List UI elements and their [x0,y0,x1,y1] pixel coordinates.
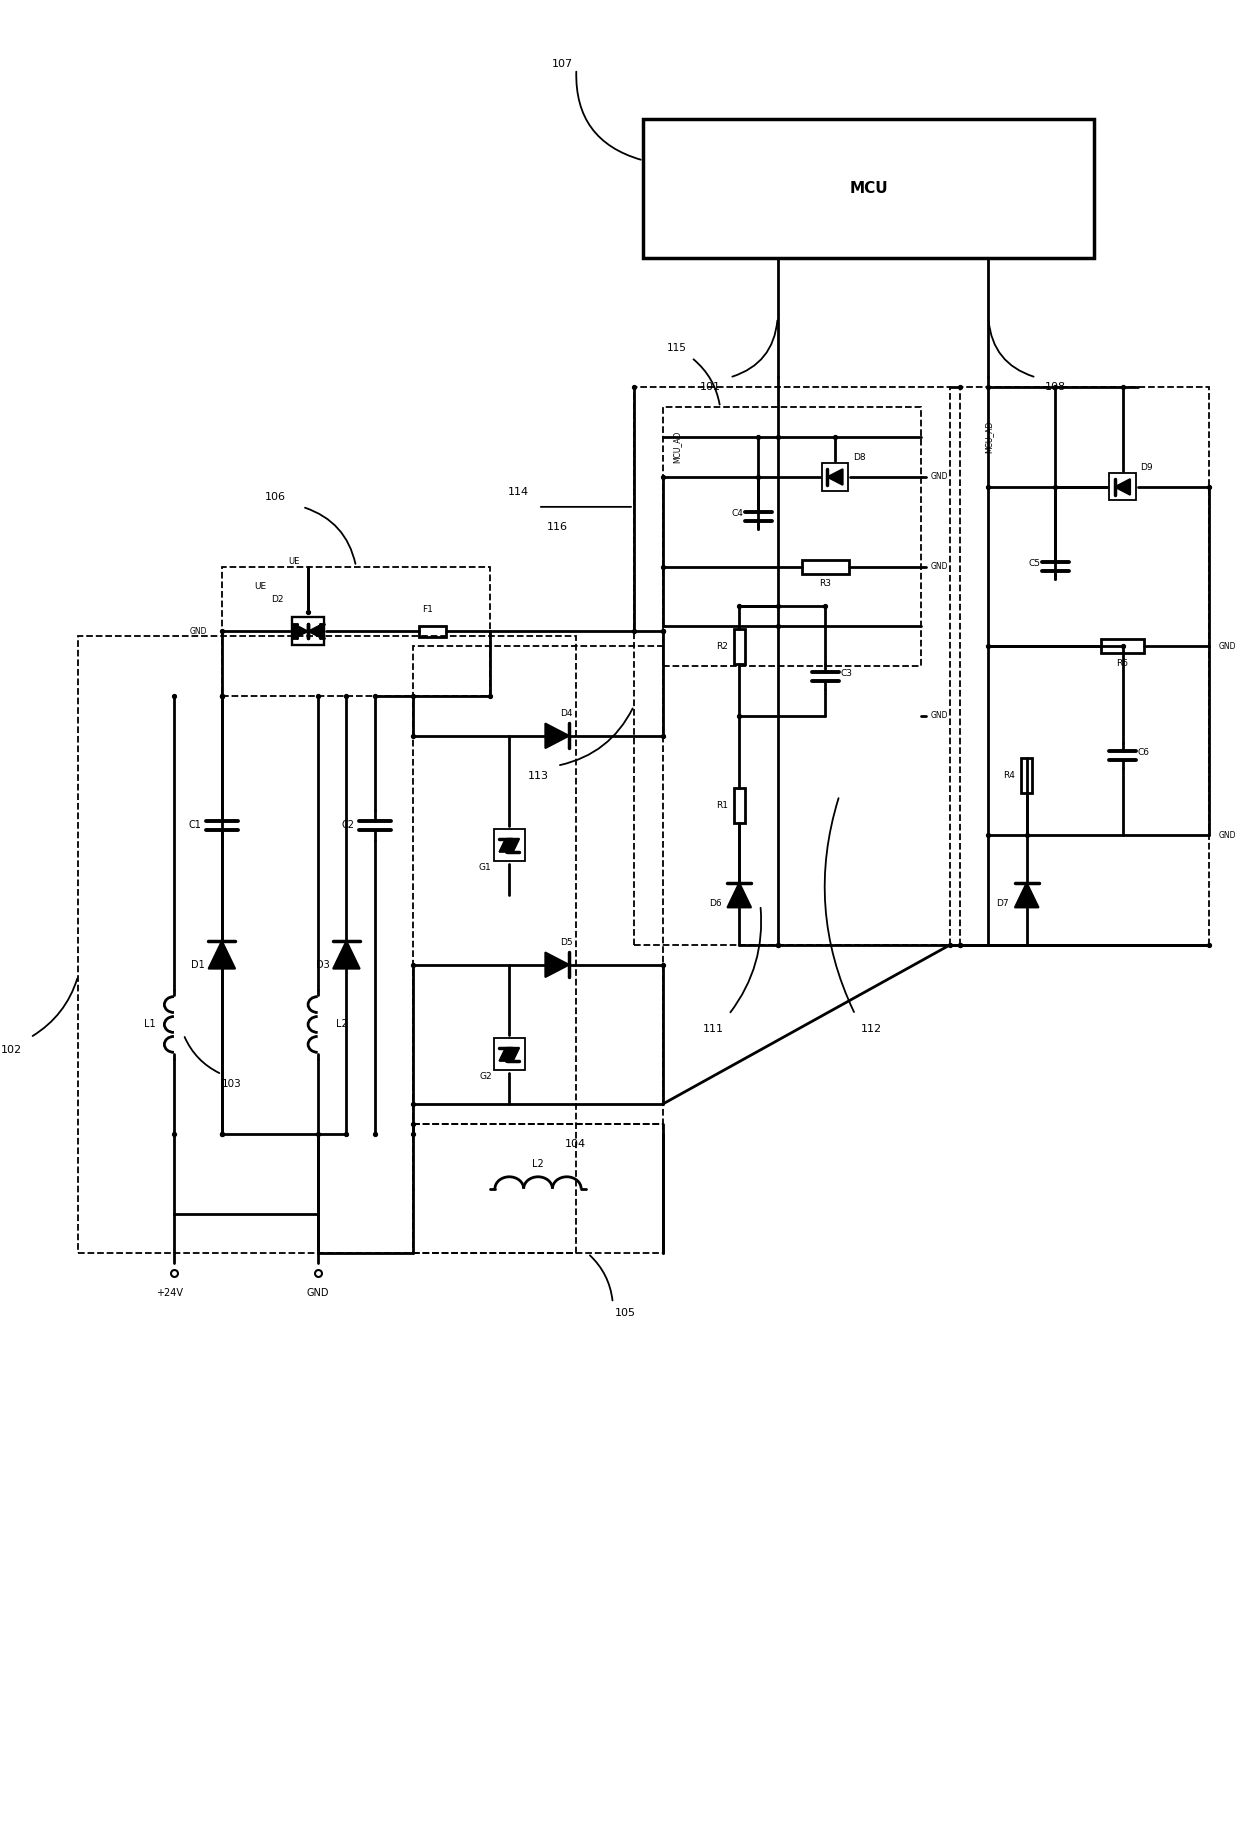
Bar [734,630,745,664]
Text: 102: 102 [0,1044,21,1055]
Text: MCU_AD: MCU_AD [672,431,682,464]
Text: 101: 101 [701,383,720,392]
Text: 106: 106 [265,493,286,502]
Bar [78,637,577,1254]
Text: R4: R4 [1003,772,1016,779]
Polygon shape [1115,478,1130,495]
Text: MCU: MCU [849,181,888,195]
Bar [634,387,950,945]
Polygon shape [334,942,360,969]
Bar [801,560,849,573]
Bar [494,829,525,861]
Text: 107: 107 [552,58,573,69]
Bar [1101,639,1145,653]
Text: D1: D1 [191,960,205,969]
Text: GND: GND [306,1288,329,1298]
Text: GND: GND [190,626,207,635]
Text: D2: D2 [272,595,284,604]
Polygon shape [500,1048,512,1060]
Text: GND: GND [1219,830,1236,840]
Text: 112: 112 [861,1024,882,1035]
Bar [734,788,745,823]
Text: 115: 115 [667,343,687,352]
Bar [960,387,1209,945]
Text: 114: 114 [508,487,529,496]
Text: R3: R3 [820,579,832,588]
Polygon shape [294,624,308,639]
Text: GND: GND [1219,642,1236,652]
Text: GND: GND [931,473,949,482]
Text: D3: D3 [316,960,330,969]
Text: 105: 105 [615,1309,636,1318]
Text: GND: GND [931,712,949,721]
Text: C5: C5 [1028,558,1040,568]
Text: C3: C3 [841,668,853,677]
Text: G2: G2 [479,1071,492,1080]
Bar [1021,757,1033,794]
Bar [662,407,921,666]
Text: UE: UE [288,557,299,566]
Text: D7: D7 [997,898,1009,907]
Polygon shape [309,624,322,639]
Text: D9: D9 [1140,462,1153,471]
Text: L2: L2 [532,1159,544,1168]
Text: D6: D6 [709,898,722,907]
Polygon shape [546,723,569,748]
Bar [222,566,490,695]
Bar [413,646,662,1124]
Text: R2: R2 [715,642,728,652]
Bar [291,617,325,646]
Text: D5: D5 [560,938,573,947]
Text: C4: C4 [732,509,743,518]
Text: L1: L1 [144,1020,156,1029]
Bar [822,464,848,491]
Text: D4: D4 [560,710,573,719]
Polygon shape [507,840,520,852]
Text: 104: 104 [565,1139,587,1150]
Text: C1: C1 [188,821,201,830]
Polygon shape [1014,883,1039,907]
Bar [1110,473,1136,500]
Text: R1: R1 [715,801,728,810]
Text: G1: G1 [479,863,492,872]
Polygon shape [728,883,751,907]
Text: R6: R6 [1116,659,1128,668]
Polygon shape [827,469,843,485]
Bar [413,1124,662,1254]
Text: C2: C2 [342,821,355,830]
Text: F1: F1 [423,604,433,613]
Bar [494,1038,525,1071]
Text: +24V: +24V [156,1288,182,1298]
Polygon shape [507,1048,520,1060]
Text: UE: UE [254,582,267,591]
Text: 116: 116 [547,522,568,531]
Bar [419,626,446,637]
Polygon shape [500,840,512,852]
Bar [644,119,1094,257]
Text: D8: D8 [853,453,866,462]
Text: GND: GND [931,562,949,571]
Text: L2: L2 [336,1020,347,1029]
Text: 111: 111 [702,1024,723,1035]
Text: 108: 108 [1045,383,1066,392]
Text: 103: 103 [222,1079,242,1090]
Text: C6: C6 [1137,748,1149,757]
Text: MCU_AD: MCU_AD [983,422,993,453]
Polygon shape [546,953,569,976]
Polygon shape [208,942,236,969]
Text: 113: 113 [527,770,548,781]
